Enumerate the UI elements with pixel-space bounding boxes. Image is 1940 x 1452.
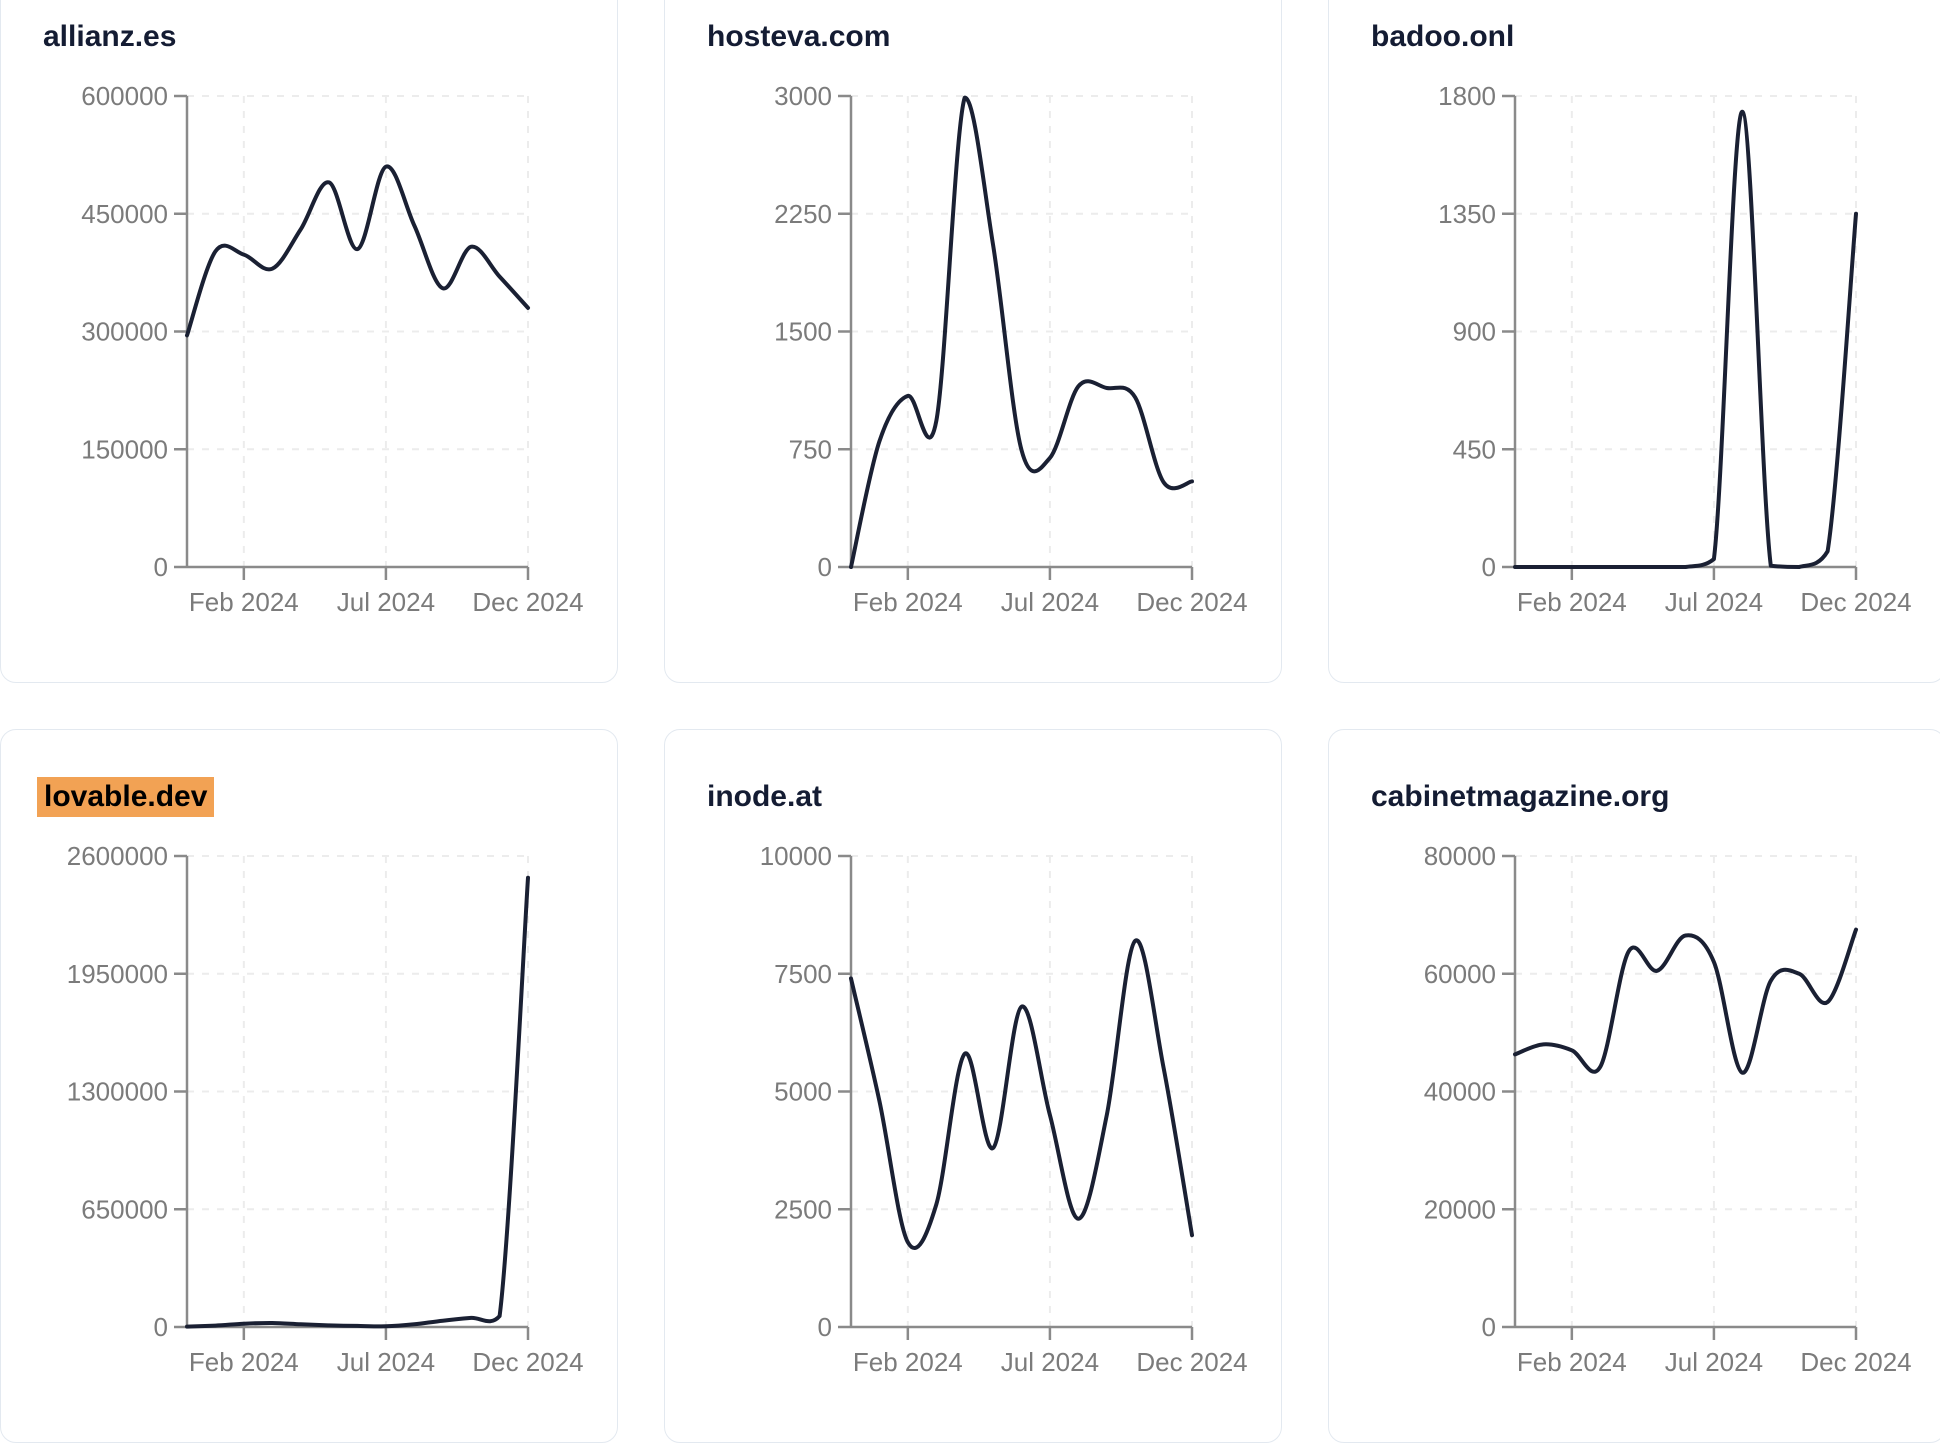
y-tick-label: 1350 <box>1438 199 1496 229</box>
chart-title: badoo.onl <box>1371 20 1515 53</box>
chart-card-lovable-dev[interactable]: 0 650000 1300000 1950000 2600000 Feb 2024 Jul … <box>0 729 618 1443</box>
line-chart: 0 2500 5000 7500 10000 Feb 2024 Jul 2024 Dec 20… <box>760 841 1248 1377</box>
x-tick-label: Feb 2024 <box>1517 587 1627 617</box>
chart-title: inode.at <box>707 780 823 813</box>
line-chart: 0 450 900 1350 1800 Feb 2024 Jul 2024 Dec 2024 <box>1438 81 1912 617</box>
y-tick-label: 2500 <box>774 1194 832 1224</box>
series-line <box>185 164 530 338</box>
x-tick-label: Jul 2024 <box>1665 587 1763 617</box>
x-tick-label: Jul 2024 <box>1665 1347 1763 1377</box>
series-line <box>849 95 1194 569</box>
y-tick-label: 1300000 <box>67 1077 168 1107</box>
y-tick-label: 2250 <box>774 199 832 229</box>
x-tick-label: Jul 2024 <box>1001 1347 1099 1377</box>
x-tick-label: Feb 2024 <box>853 1347 963 1377</box>
y-tick-label: 5000 <box>774 1077 832 1107</box>
y-tick-label: 40000 <box>1424 1077 1496 1107</box>
series-line <box>1513 927 1858 1075</box>
x-tick-label: Feb 2024 <box>1517 1347 1627 1377</box>
line-chart: 0 650000 1300000 1950000 2600000 Feb 2024 Jul … <box>67 841 584 1377</box>
x-tick-label: Jul 2024 <box>1001 587 1099 617</box>
x-tick-label: Dec 2024 <box>1136 1347 1247 1377</box>
y-tick-label: 650000 <box>81 1194 168 1224</box>
x-tick-label: Dec 2024 <box>1136 587 1247 617</box>
x-tick-label: Feb 2024 <box>189 1347 299 1377</box>
y-tick-label: 0 <box>154 552 168 582</box>
chart-card-allianz-es[interactable]: 0 150000 300000 450000 600000 Feb 2024 Jul 202… <box>0 0 618 683</box>
x-tick-label: Jul 2024 <box>337 1347 435 1377</box>
y-tick-label: 2600000 <box>67 841 168 871</box>
y-tick-label: 0 <box>154 1312 168 1342</box>
chart-title: allianz.es <box>43 20 177 53</box>
series-line <box>185 875 530 1329</box>
y-tick-label: 20000 <box>1424 1194 1496 1224</box>
y-tick-label: 0 <box>1482 1312 1496 1342</box>
chart-title-highlighted: lovable.dev <box>37 777 215 817</box>
chart-title: hosteva.com <box>707 20 891 53</box>
x-tick-label: Jul 2024 <box>337 587 435 617</box>
series-line <box>849 938 1194 1251</box>
x-tick-label: Feb 2024 <box>189 587 299 617</box>
chart-title: cabinetmagazine.org <box>1371 780 1670 813</box>
y-tick-label: 0 <box>1482 552 1496 582</box>
y-tick-label: 450 <box>1453 434 1496 464</box>
y-tick-label: 10000 <box>760 841 832 871</box>
line-chart: 0 150000 300000 450000 600000 Feb 2024 Jul 202… <box>81 81 583 617</box>
y-tick-label: 0 <box>818 552 832 582</box>
y-tick-label: 150000 <box>81 434 168 464</box>
chart-card-cabinetmagazine-org[interactable]: 0 20000 40000 60000 80000 Feb 2024 Jul 2024 Dec… <box>1328 729 1940 1443</box>
y-tick-label: 0 <box>818 1312 832 1342</box>
y-tick-label: 60000 <box>1424 959 1496 989</box>
y-tick-label: 300000 <box>81 317 168 347</box>
x-tick-label: Dec 2024 <box>1800 587 1911 617</box>
y-tick-label: 750 <box>789 434 832 464</box>
chart-card-inode-at[interactable]: 0 2500 5000 7500 10000 Feb 2024 Jul 2024 Dec 20… <box>664 729 1282 1443</box>
x-tick-label: Dec 2024 <box>472 1347 583 1377</box>
y-tick-label: 900 <box>1453 317 1496 347</box>
y-tick-label: 1500 <box>774 317 832 347</box>
y-tick-label: 600000 <box>81 81 168 111</box>
line-chart: 0 750 1500 2250 3000 Feb 2024 Jul 2024 Dec 2024 <box>774 81 1248 617</box>
x-tick-label: Feb 2024 <box>853 587 963 617</box>
series-line <box>1513 109 1858 570</box>
y-tick-label: 1950000 <box>67 959 168 989</box>
y-tick-label: 3000 <box>774 81 832 111</box>
y-tick-label: 80000 <box>1424 841 1496 871</box>
x-tick-label: Dec 2024 <box>1800 1347 1911 1377</box>
chart-card-badoo-onl[interactable]: 0 450 900 1350 1800 Feb 2024 Jul 2024 Dec 2024 … <box>1328 0 1940 683</box>
y-tick-label: 1800 <box>1438 81 1496 111</box>
chart-card-hosteva-com[interactable]: 0 750 1500 2250 3000 Feb 2024 Jul 2024 Dec 2024… <box>664 0 1282 683</box>
y-tick-label: 7500 <box>774 959 832 989</box>
y-tick-label: 450000 <box>81 199 168 229</box>
line-chart: 0 20000 40000 60000 80000 Feb 2024 Jul 2024 Dec… <box>1424 841 1912 1377</box>
x-tick-label: Dec 2024 <box>472 587 583 617</box>
